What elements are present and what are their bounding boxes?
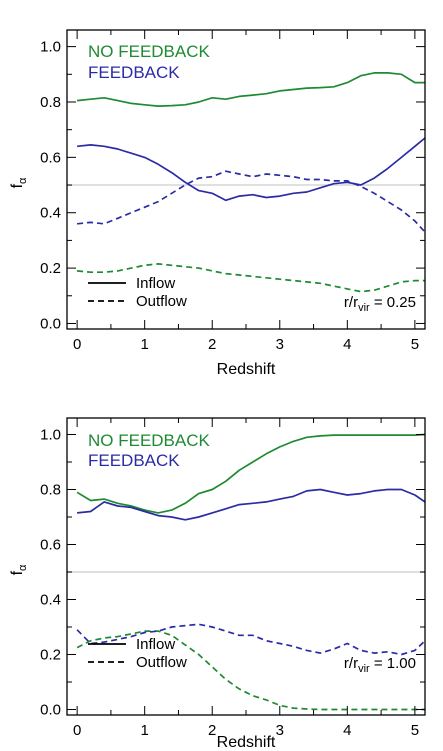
y-tick-label: 0.6 — [40, 537, 61, 554]
radius-annotation: r/rvir = 0.25 — [344, 294, 416, 314]
x-tick-label: 3 — [276, 336, 284, 353]
series-line-feedback-outflow — [76, 623, 426, 656]
x-tick-label: 4 — [343, 336, 351, 353]
chart-panel-1: 0 1 2 3 4 5 0.0 0.2 0.4 0.6 0.8 1.0 Redshift fα NO FEE… — [9, 29, 426, 378]
series-line-no-feedback-outflow — [77, 263, 425, 293]
series-line-feedback-inflow — [77, 137, 426, 202]
series-line-no-feedback-inflow — [76, 433, 426, 514]
y-tick-label: 1.0 — [40, 39, 61, 56]
radius-annotation: r/rvir = 1.00 — [344, 655, 416, 675]
y-tick-label: 0.4 — [40, 592, 61, 609]
x-tick-label: 2 — [208, 722, 216, 739]
y-axis-label: fα — [9, 564, 29, 575]
x-tick-label: 5 — [411, 336, 419, 353]
y-tick-label: 0.0 — [40, 315, 61, 332]
label-no-feedback: NO FEEDBACK — [88, 42, 211, 61]
chart-panel-2: 0 1 2 3 4 5 0.0 0.2 0.4 0.6 0.8 1.0 Redshift fα NO FEE… — [9, 417, 426, 751]
series-line-feedback-outflow — [77, 170, 426, 233]
x-tick-label: 1 — [141, 722, 149, 739]
series-line-no-feedback-inflow — [77, 72, 425, 107]
x-tick-label: 0 — [73, 722, 81, 739]
y-tick-label: 0.8 — [40, 482, 61, 499]
legend-outflow-label: Outflow — [136, 293, 187, 310]
legend-outflow-label: Outflow — [136, 654, 187, 671]
x-tick-label: 0 — [73, 336, 81, 353]
y-tick-label: 1.0 — [40, 427, 61, 444]
x-axis-label: Redshift — [217, 361, 276, 378]
x-tick-label: 5 — [411, 722, 419, 739]
y-tick-label: 0.8 — [40, 94, 61, 111]
series-line-feedback-inflow — [77, 488, 426, 521]
series-line-no-feedback-outflow — [76, 630, 425, 711]
y-tick-label: 0.2 — [40, 260, 61, 277]
y-tick-label: 0.4 — [40, 205, 61, 222]
label-feedback: FEEDBACK — [88, 63, 180, 82]
legend-inflow-label: Inflow — [136, 636, 175, 653]
x-tick-label: 2 — [208, 336, 216, 353]
y-tick-label: 0.2 — [40, 647, 61, 664]
y-tick-label: 0.0 — [40, 702, 61, 719]
x-tick-label: 3 — [276, 722, 284, 739]
y-tick-label: 0.6 — [40, 149, 61, 166]
legend-inflow-label: Inflow — [136, 275, 175, 292]
label-feedback: FEEDBACK — [88, 451, 180, 470]
label-no-feedback: NO FEEDBACK — [88, 431, 211, 450]
x-axis-label: Redshift — [217, 734, 276, 751]
y-axis-label: fα — [9, 177, 29, 188]
x-tick-label: 1 — [141, 336, 149, 353]
x-tick-label: 4 — [343, 722, 351, 739]
